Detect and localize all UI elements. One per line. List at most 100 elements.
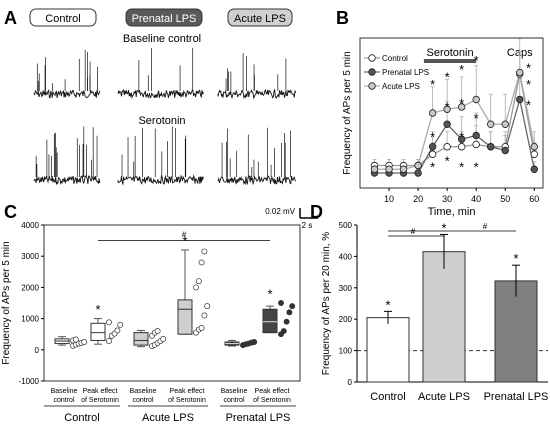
data-point-prenatal xyxy=(428,143,437,151)
significance-star: * xyxy=(459,62,464,77)
data-point-prenatal xyxy=(501,146,509,155)
data-point-acute xyxy=(487,120,495,128)
hash-label: # xyxy=(483,222,488,231)
y-tick-label: 1000 xyxy=(21,315,39,324)
significance-star: * xyxy=(445,100,450,115)
significance-star: * xyxy=(385,297,390,312)
group-label: Control xyxy=(64,412,99,424)
trace-noise xyxy=(117,174,204,186)
badge-control xyxy=(29,8,97,27)
data-point xyxy=(198,259,205,266)
box-label-line2: of Serotonin xyxy=(253,397,291,404)
data-point xyxy=(198,325,205,331)
box-label-line1: Peak effect xyxy=(83,388,118,395)
serotonin-label: Serotonin xyxy=(427,47,474,59)
data-point xyxy=(289,303,296,310)
row-label-serotonin: Serotonin xyxy=(138,115,185,127)
data-point-prenatal xyxy=(414,169,422,177)
data-point-control xyxy=(443,143,451,151)
legend-marker-acute xyxy=(368,82,376,90)
box-control xyxy=(90,322,106,341)
y-axis-label: Frequency of APs per 5 min xyxy=(1,241,12,364)
box-label-line1: Baseline xyxy=(130,388,157,395)
data-point-control xyxy=(472,140,480,149)
y-tick-label: 300 xyxy=(339,284,353,293)
x-tick-label: 50 xyxy=(500,194,510,204)
significance-star: * xyxy=(459,96,464,111)
data-point-acute xyxy=(443,105,451,113)
box-label-line2: control xyxy=(53,397,74,404)
line-chart: 10 20 30 40 50 60 Time, min Frequency of APs pe… xyxy=(342,37,544,218)
trace-noise xyxy=(217,174,297,186)
badge-acute xyxy=(227,8,293,27)
data-point xyxy=(251,339,258,345)
data-point-prenatal xyxy=(530,165,538,173)
significance-star: * xyxy=(267,287,272,302)
legend-label-prenatal: Prenatal LPS xyxy=(382,68,429,77)
ap-traces xyxy=(33,47,297,186)
panel-d-letter: D xyxy=(310,202,323,222)
box-label-line2: of Serotonin xyxy=(81,397,119,404)
bar-chart: 0 100 200 300 400 500 Frequency of APs per 20 … xyxy=(321,220,548,403)
significance-star: * xyxy=(526,61,531,76)
panel-c-letter: C xyxy=(4,202,17,222)
data-point xyxy=(81,339,88,345)
data-point xyxy=(283,318,290,325)
data-point-acute xyxy=(414,161,422,170)
x-tick-label: 60 xyxy=(529,194,539,204)
trace-noise xyxy=(33,89,101,99)
data-point-acute xyxy=(457,103,466,111)
box-acute xyxy=(133,332,149,346)
plot-frame xyxy=(43,224,301,382)
legend-label-acute: Acute LPS xyxy=(382,82,420,91)
data-point-control xyxy=(530,150,538,158)
trace-noise xyxy=(33,174,101,186)
significance-star: * xyxy=(441,220,446,235)
data-point-control xyxy=(457,143,466,151)
bar-acute xyxy=(422,251,466,383)
significance-star: * xyxy=(430,130,435,145)
box-label-line2: control xyxy=(223,397,244,404)
significance-star: * xyxy=(459,160,464,175)
y-tick-label: -1000 xyxy=(19,377,40,386)
y-tick-label: 0 xyxy=(35,346,40,355)
category-label: Control xyxy=(370,391,405,403)
box-label-line2: of Serotonin xyxy=(168,397,206,404)
data-point xyxy=(201,248,208,255)
panel-b: B 10 20 30 40 50 60 Time, min Frequency of APs … xyxy=(336,8,544,218)
data-point-acute xyxy=(501,120,509,128)
box-label-line2: control xyxy=(132,397,153,404)
box-chart: -1000 0 1000 2000 3000 4000 Frequency of APs p… xyxy=(1,221,301,424)
data-point-prenatal xyxy=(457,135,466,143)
significance-star: * xyxy=(430,77,435,92)
box-label-line1: Peak effect xyxy=(255,388,290,395)
y-axis-label: Frequency of APs per 5 min xyxy=(342,51,353,174)
data-point-control xyxy=(428,150,437,158)
box-acute xyxy=(177,299,193,335)
scale-bar-time: 2 s xyxy=(302,221,313,230)
significance-star: * xyxy=(430,160,435,175)
data-point xyxy=(72,336,79,343)
y-tick-label: 3000 xyxy=(21,252,39,261)
significance-star: * xyxy=(445,154,450,169)
legend-marker-control xyxy=(368,54,376,62)
y-tick-label: 4000 xyxy=(21,221,39,230)
row-label-baseline: Baseline control xyxy=(123,33,201,45)
significance-star: * xyxy=(474,111,479,126)
hash-label: # xyxy=(182,231,187,240)
data-point xyxy=(160,335,167,342)
bar-control xyxy=(366,317,410,383)
badge-acute-label: Acute LPS xyxy=(234,13,286,25)
data-point xyxy=(204,303,211,310)
data-point xyxy=(201,312,208,319)
box-prenatal xyxy=(262,308,278,334)
data-point-acute xyxy=(385,165,393,173)
data-point-acute xyxy=(399,165,408,173)
data-point xyxy=(195,278,202,285)
significance-star: * xyxy=(95,302,100,317)
legend-marker-prenatal xyxy=(368,68,376,76)
y-tick-label: 500 xyxy=(339,221,353,230)
panel-b-letter: B xyxy=(336,8,349,28)
panel-a: A Control Prenatal LPS Acute LPS Baselin… xyxy=(4,8,318,230)
